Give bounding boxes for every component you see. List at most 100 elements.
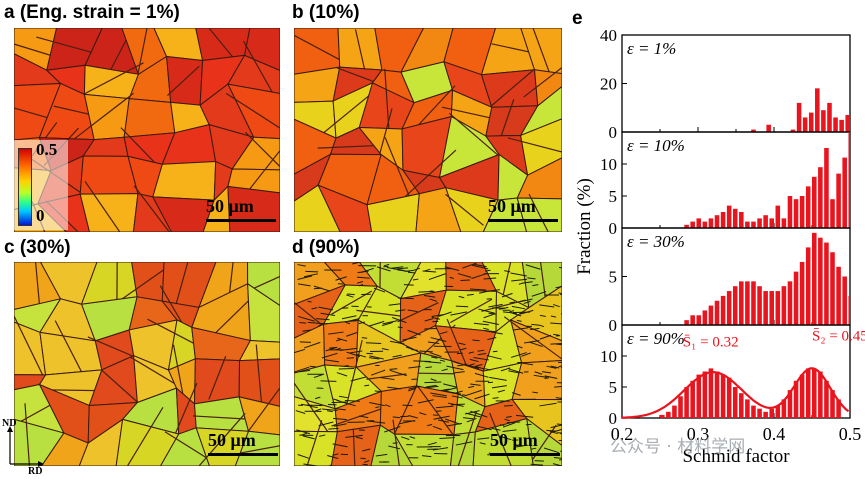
deformation-band [552, 303, 560, 308]
deformation-band [328, 427, 339, 430]
deformation-band [450, 311, 468, 316]
deformation-band [491, 385, 507, 389]
deformation-band [538, 324, 545, 328]
rd-label: RD [28, 466, 43, 477]
deformation-band [421, 455, 432, 458]
deformation-band [432, 425, 443, 431]
deformation-band [388, 303, 401, 306]
y-tick-label: 0 [609, 123, 618, 142]
deformation-band [534, 371, 543, 375]
deformation-band [483, 327, 489, 330]
histogram-bar [842, 157, 847, 228]
deformation-band [333, 423, 347, 427]
deformation-band [515, 444, 528, 448]
deformation-band [544, 375, 558, 379]
histogram-bar [666, 411, 671, 418]
deformation-band [438, 311, 452, 317]
deformation-band [473, 263, 487, 268]
twin-boundary [100, 369, 139, 404]
deformation-band [556, 382, 562, 384]
twin-boundary [166, 65, 200, 96]
y-tick-label: 5 [609, 187, 618, 206]
histogram-bar [702, 310, 708, 325]
deformation-band [446, 365, 464, 371]
histogram-bar [690, 380, 695, 418]
histogram-bar [745, 281, 750, 325]
deformation-band [511, 278, 528, 282]
deformation-band [546, 365, 557, 369]
deformation-band [508, 368, 524, 374]
histogram-bar [751, 281, 756, 325]
twin-boundary [320, 92, 373, 136]
deformation-band [457, 364, 464, 367]
histogram-bar [848, 132, 850, 228]
histogram-bar [781, 399, 787, 418]
deformation-band [439, 359, 446, 362]
deformation-band [453, 371, 465, 374]
deformation-band [504, 270, 511, 273]
deformation-band [376, 266, 391, 272]
subplot-strain-label: ε = 30% [627, 232, 685, 251]
panel-a-label: a (Eng. strain = 1%) [4, 2, 180, 23]
deformation-band [298, 283, 311, 287]
grain [511, 360, 562, 401]
histogram-bar [805, 186, 811, 228]
grain [159, 427, 210, 466]
axes-arrows [7, 426, 44, 467]
grain [294, 184, 341, 232]
twin-boundary [245, 131, 280, 168]
deformation-band [327, 454, 339, 459]
histogram-bar [696, 374, 702, 418]
histogram-bar [714, 215, 720, 228]
deformation-band [527, 277, 536, 280]
deformation-band [424, 268, 431, 272]
histogram-bar [714, 300, 720, 325]
deformation-band [384, 426, 401, 433]
histogram-bar [812, 176, 817, 228]
histogram-bar [726, 377, 732, 418]
deformation-band [558, 365, 562, 368]
deformation-band [341, 315, 357, 320]
scalebar-a: 50 μm [206, 196, 276, 222]
deformation-band [484, 269, 491, 272]
histogram-bar [702, 371, 708, 418]
deformation-band [305, 270, 319, 273]
deformation-band [389, 368, 398, 370]
histogram-bar [739, 393, 744, 418]
twin-boundary [481, 299, 526, 312]
deformation-band [333, 398, 340, 402]
histogram-bar [839, 119, 844, 132]
deformation-band [419, 412, 427, 416]
deformation-band [297, 454, 310, 459]
deformation-band [313, 374, 323, 379]
histogram-bar [763, 215, 768, 228]
deformation-band [364, 384, 370, 387]
deformation-band [431, 356, 438, 359]
deformation-band [318, 421, 334, 427]
histogram-bar [672, 405, 677, 418]
deformation-band [399, 419, 416, 425]
deformation-band [411, 349, 418, 351]
deformation-band [498, 435, 512, 441]
grain-map-svg [294, 262, 562, 466]
deformation-band [335, 276, 347, 281]
grain [231, 136, 280, 171]
deformation-band [478, 290, 490, 294]
deformation-band [381, 348, 389, 351]
grain [78, 418, 124, 466]
deformation-band [511, 305, 526, 310]
histogram-bar [720, 295, 726, 325]
colorbar-max-label: 0.5 [36, 140, 58, 159]
deformation-band [427, 341, 440, 344]
deformation-band [539, 314, 547, 317]
deformation-band [389, 369, 407, 377]
x-tick-label: 0.3 [687, 424, 710, 444]
twin-boundary [418, 372, 461, 375]
deformation-band [358, 321, 366, 325]
deformation-band [539, 304, 555, 308]
deformation-band [408, 366, 421, 369]
histogram-bar [775, 205, 781, 228]
deformation-band [443, 388, 450, 391]
twin-boundary [532, 28, 552, 76]
deformation-band [297, 264, 306, 267]
